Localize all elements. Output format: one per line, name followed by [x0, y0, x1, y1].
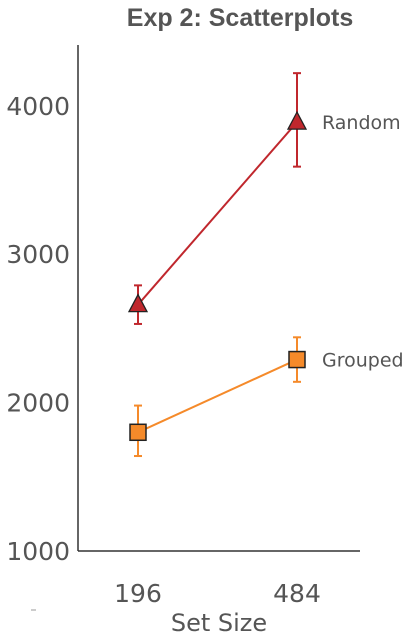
y-tick-labels: 1000 2000 3000 4000 [6, 92, 70, 566]
series-grouped: Grouped [130, 337, 404, 456]
x-tick-labels: 196 484 [114, 579, 321, 608]
x-tick-label: 196 [114, 579, 162, 608]
series-label: Grouped [322, 350, 404, 372]
data-point-square [130, 424, 146, 440]
y-tick-label: 3000 [6, 240, 70, 269]
x-axis-label: Set Size [171, 609, 267, 633]
series-label: Random [322, 112, 401, 134]
y-tick-label: 2000 [6, 389, 70, 418]
data-point-triangle [288, 112, 306, 129]
data-point-square [289, 352, 305, 368]
y-tick-label: 4000 [6, 92, 70, 121]
series-line [138, 122, 297, 305]
y-tick-label: 1000 [6, 537, 70, 566]
series-line [138, 360, 297, 433]
x-tick-label: 484 [273, 579, 321, 608]
chart-title: Exp 2: Scatterplots [127, 4, 353, 32]
series-random: Random [129, 73, 401, 324]
series-layer: Random Grouped [129, 73, 404, 456]
